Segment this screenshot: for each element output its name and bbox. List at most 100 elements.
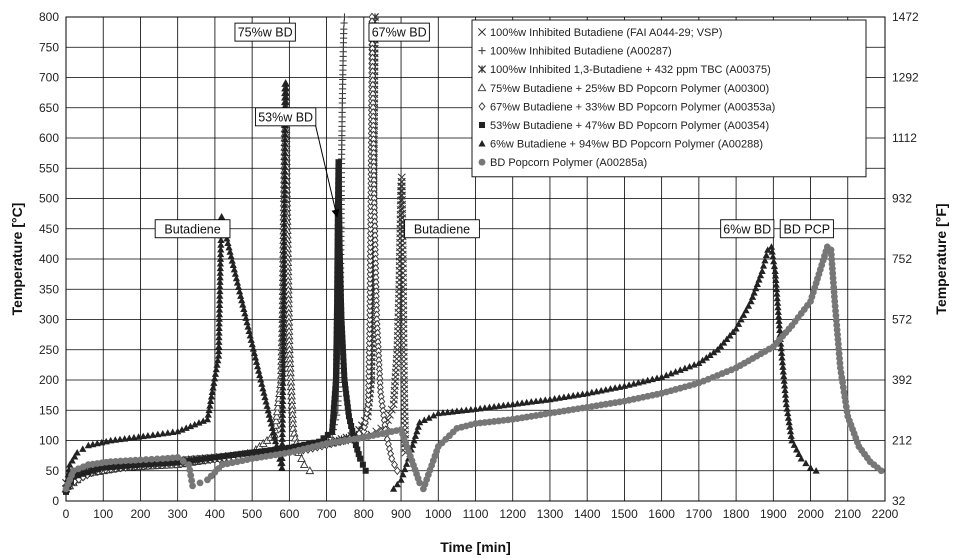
data-point: [331, 391, 338, 398]
data-point: [337, 284, 344, 291]
data-point: [335, 163, 342, 170]
data-point: [186, 422, 195, 430]
data-point: [281, 182, 289, 189]
y-axis-title: Temperature [°C]: [9, 203, 25, 316]
data-point: [160, 460, 167, 467]
data-point: [333, 322, 340, 329]
data-point: [802, 459, 810, 467]
x-tick-label: 2200: [872, 507, 899, 521]
x-tick-label: 1200: [499, 507, 526, 521]
data-point: [260, 389, 268, 396]
data-point: [127, 457, 134, 464]
data-point: [251, 354, 260, 361]
data-point: [695, 359, 703, 366]
data-point: [215, 324, 223, 332]
data-point: [280, 206, 288, 213]
data-point: [263, 447, 270, 454]
data-point: [344, 404, 351, 411]
data-point: [182, 424, 190, 431]
data-point: [258, 380, 266, 387]
legend-marker: [478, 28, 486, 36]
data-point: [243, 318, 251, 326]
data-point: [216, 273, 224, 281]
data-point: [786, 427, 795, 435]
data-point: [331, 400, 338, 407]
data-point: [797, 455, 805, 462]
data-point: [281, 163, 289, 170]
data-point: [216, 301, 224, 308]
data-point: [255, 367, 263, 374]
data-point: [333, 340, 340, 347]
data-point: [205, 406, 213, 414]
data-point: [357, 455, 364, 462]
data-point: [279, 374, 287, 382]
data-point: [247, 336, 255, 343]
data-point: [280, 210, 288, 218]
data-point: [365, 366, 373, 376]
data-point: [333, 367, 340, 374]
data-point: [365, 338, 373, 348]
data-point: [112, 457, 120, 465]
data-point: [365, 352, 373, 362]
data-point: [334, 276, 341, 283]
data-point: [225, 452, 232, 459]
data-point: [779, 363, 787, 370]
data-point: [333, 363, 340, 370]
annotation: 75%w BD: [234, 22, 296, 42]
y-tick-label: 250: [39, 343, 59, 357]
data-point: [338, 316, 345, 323]
data-point: [279, 356, 287, 364]
data-point: [770, 262, 779, 270]
data-point: [90, 467, 97, 474]
y-axis-ticks: 0 50 100 150 200 250 300 350 400 450 500 550 600 650 7…: [39, 10, 59, 508]
data-point: [100, 464, 107, 471]
data-point: [365, 334, 373, 343]
data-point: [185, 461, 193, 469]
data-point: [338, 325, 345, 332]
legend-label: 67%w Butadiene + 33%w BD Popcorn Polymer…: [490, 101, 775, 113]
y-tick-label: 400: [39, 252, 59, 266]
data-point: [336, 229, 343, 236]
data-point: [333, 345, 340, 352]
data-point: [364, 399, 372, 409]
data-point: [278, 440, 286, 447]
data-point: [335, 173, 342, 180]
data-point: [301, 441, 308, 448]
data-point: [281, 126, 289, 133]
data-point: [278, 464, 286, 471]
data-point: [279, 393, 287, 400]
x-tick-label: 2100: [834, 507, 861, 521]
data-point: [209, 383, 217, 391]
annotation-box: [404, 219, 480, 239]
data-point: [362, 467, 369, 474]
data-point: [179, 457, 187, 465]
data-point: [338, 302, 345, 309]
data-point: [401, 465, 409, 473]
data-point: [756, 271, 765, 279]
data-point: [279, 320, 287, 327]
annotation-label: 6%w BD: [723, 222, 771, 236]
data-point: [279, 329, 287, 336]
data-point: [781, 391, 790, 398]
x-tick-label: 1600: [648, 507, 675, 521]
y-tick-label: 750: [39, 40, 59, 54]
legend: 100%w Inhibited Butadiene (FAI A044-29; …: [471, 19, 867, 178]
data-point: [170, 459, 177, 466]
data-point: [778, 349, 786, 356]
data-point: [366, 319, 374, 329]
data-point: [877, 467, 885, 475]
data-point: [780, 377, 788, 384]
data-point: [280, 225, 288, 232]
data-point: [416, 479, 424, 487]
data-point: [706, 351, 714, 358]
data-point: [281, 144, 289, 152]
data-point: [337, 262, 344, 269]
data-point: [759, 262, 768, 269]
data-point: [329, 419, 336, 426]
data-point: [195, 419, 203, 426]
data-point: [142, 456, 150, 463]
data-point: [248, 340, 256, 348]
data-point: [690, 361, 698, 368]
data-point: [744, 302, 753, 309]
data-point: [338, 298, 345, 305]
